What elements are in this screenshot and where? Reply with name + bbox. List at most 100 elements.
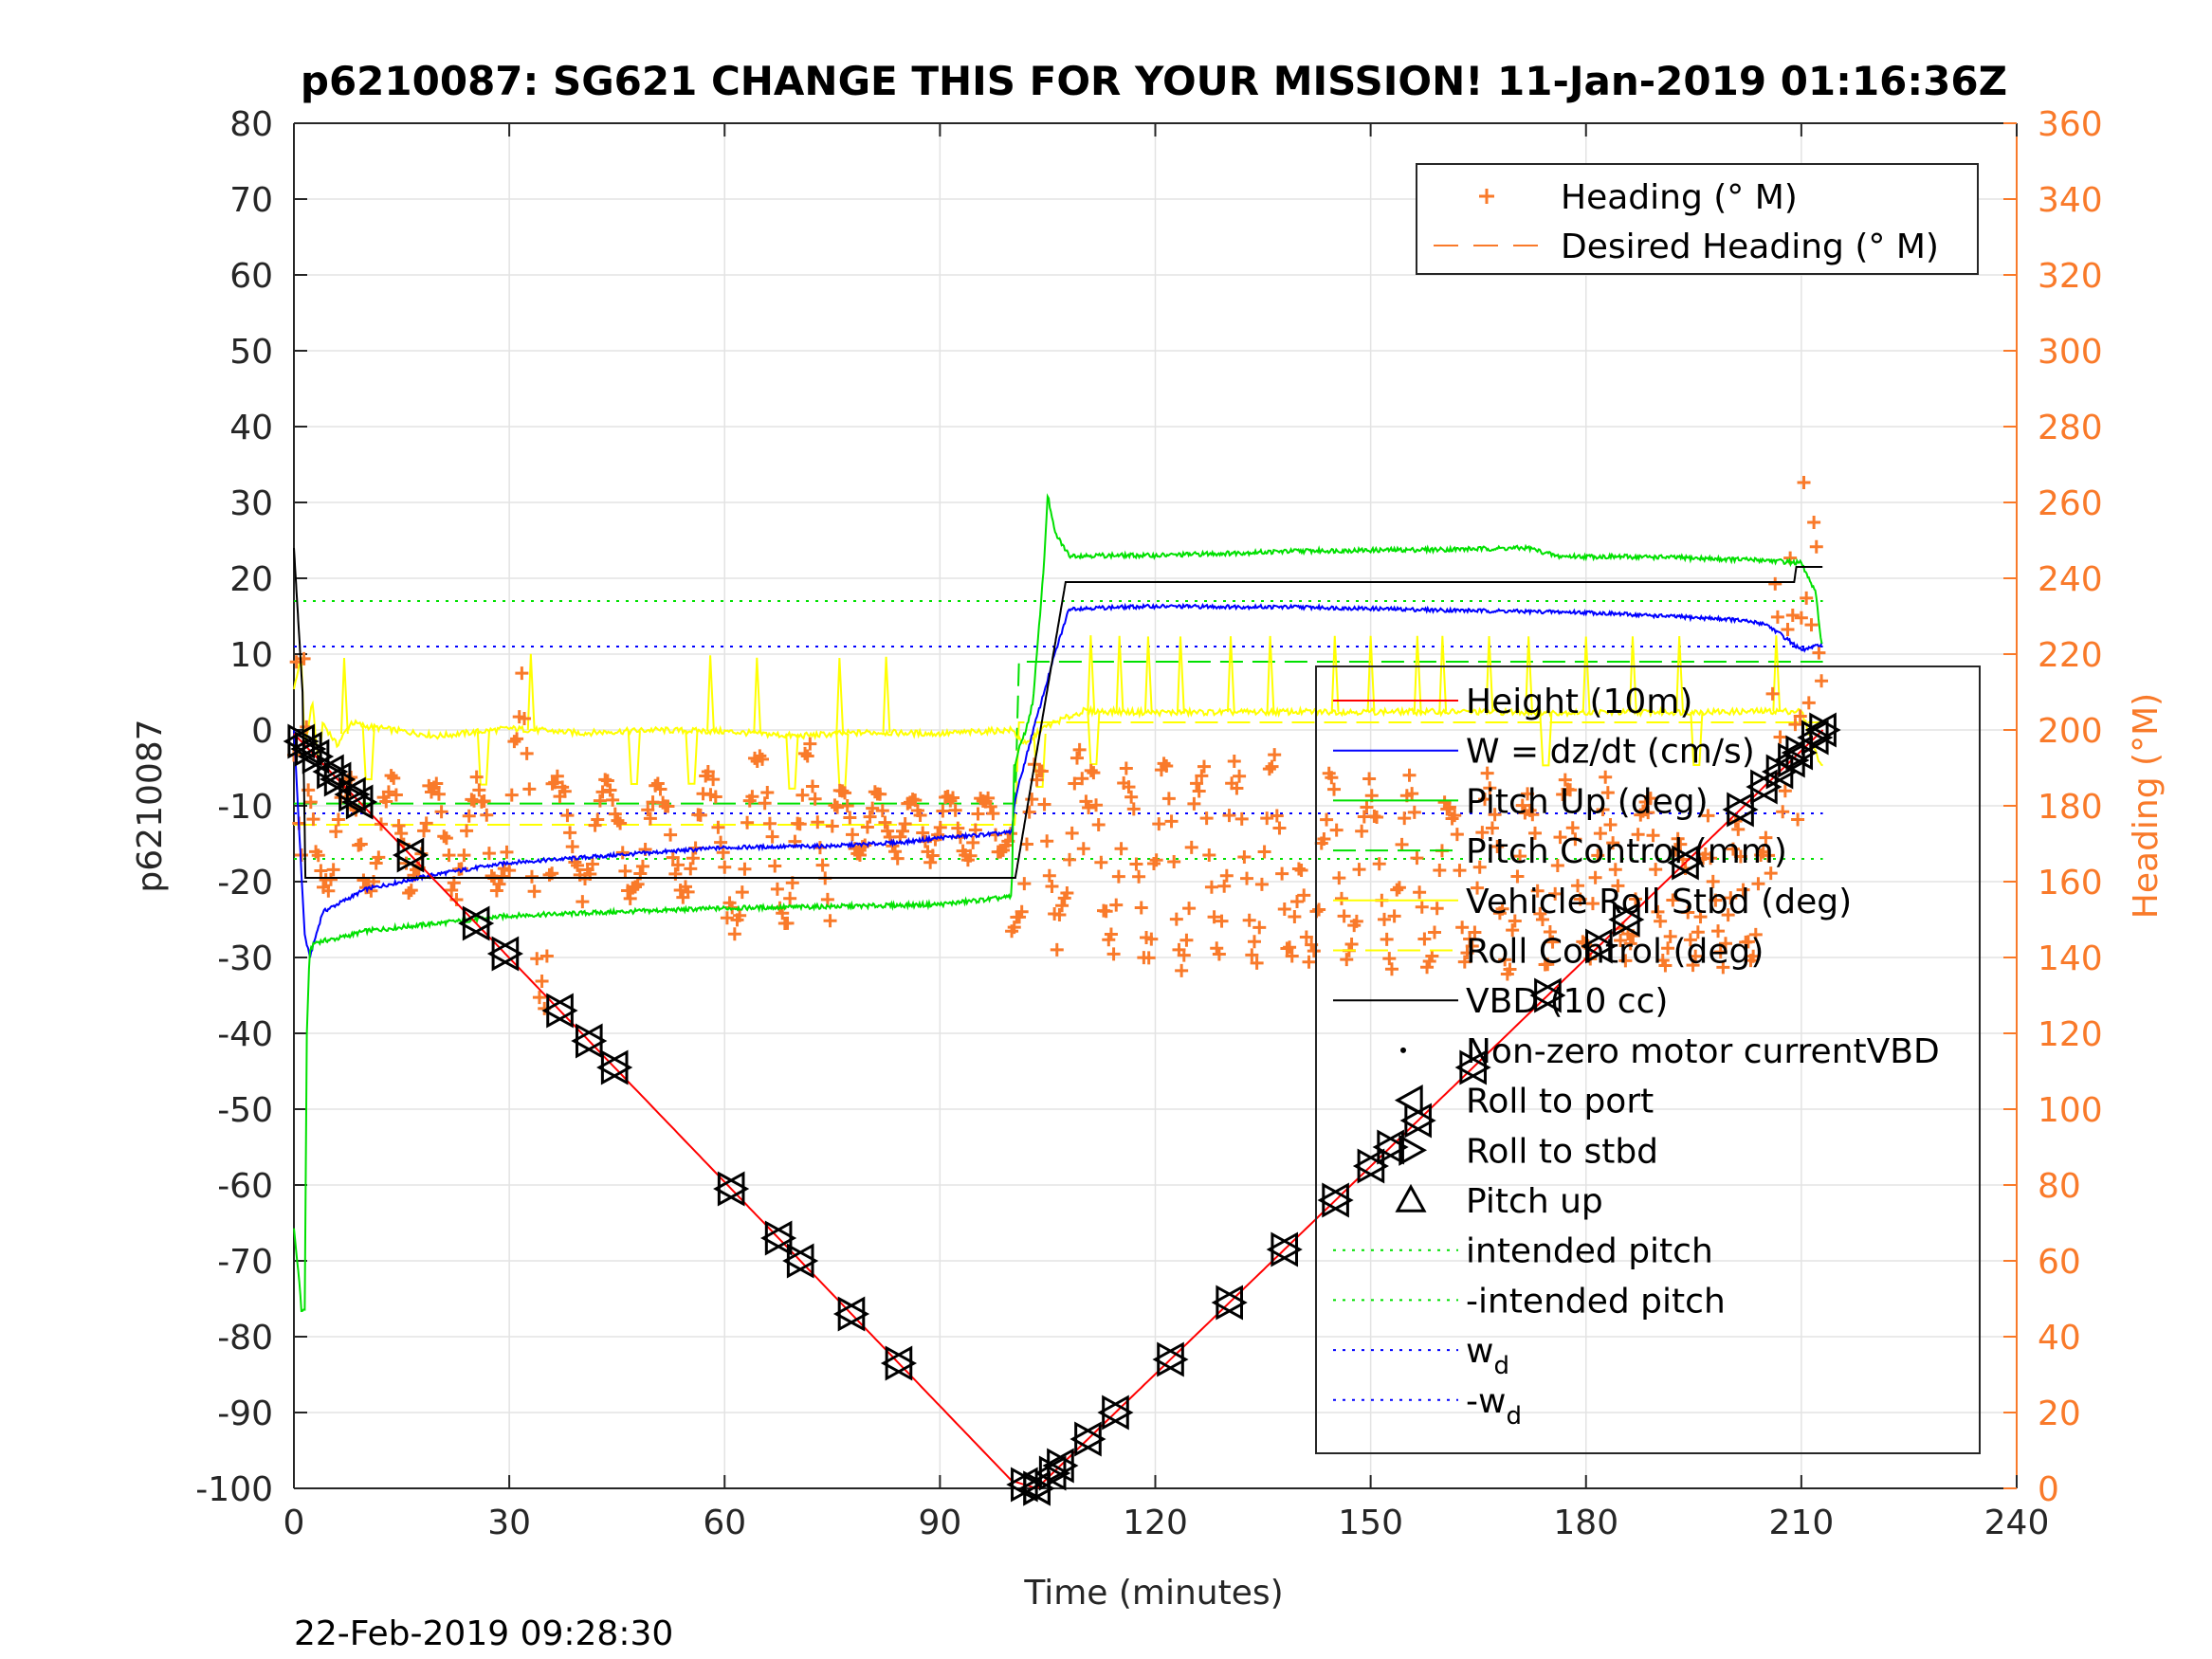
roll-to-port-marker — [1804, 712, 1837, 748]
heading-marker — [1040, 834, 1054, 848]
legend-subscript: d — [1493, 1352, 1509, 1380]
heading-marker — [1034, 764, 1049, 778]
roll-to-port-marker — [1006, 1467, 1038, 1503]
roll-spike — [1525, 636, 1533, 713]
roll-to-port-marker — [283, 723, 315, 759]
heading-marker — [1294, 863, 1308, 877]
roll-to-port-marker — [1529, 977, 1562, 1013]
heading-marker — [1091, 818, 1106, 832]
roll-to-port-marker — [341, 784, 374, 820]
heading-marker — [1254, 877, 1269, 891]
heading-marker — [1558, 773, 1572, 787]
heading-marker — [462, 809, 476, 823]
roll-to-port-marker — [1317, 1182, 1349, 1218]
heading-marker — [1797, 476, 1811, 490]
heading-marker — [664, 828, 678, 842]
roll-to-stbd-marker — [1216, 1285, 1248, 1321]
heading-marker — [1748, 927, 1763, 941]
heading-marker — [666, 850, 680, 865]
roll-spike — [753, 657, 762, 734]
x-tick-label: 90 — [918, 1504, 961, 1542]
heading-marker — [618, 864, 632, 878]
heading-marker — [808, 792, 822, 806]
legend-main-label: Roll to stbd — [1466, 1132, 1658, 1171]
roll-to-port-marker — [1454, 1049, 1487, 1085]
roll-to-port-marker — [1042, 1448, 1074, 1484]
heading-marker — [527, 884, 541, 899]
heading-marker — [1471, 881, 1485, 895]
heading-marker — [1370, 810, 1384, 824]
heading-marker — [520, 746, 534, 760]
heading-marker — [1199, 811, 1214, 826]
roll-to-port-marker — [571, 1023, 603, 1059]
roll-to-stbd-marker — [396, 837, 430, 873]
roll-to-port-marker — [458, 905, 490, 941]
heading-marker — [558, 784, 572, 798]
heading-marker — [1721, 908, 1735, 922]
heading-marker — [671, 858, 686, 872]
heading-marker — [835, 784, 850, 798]
heading-marker — [1515, 798, 1529, 812]
heading-marker — [1152, 817, 1166, 831]
roll-spike — [339, 657, 349, 735]
heading-marker — [661, 799, 675, 813]
heading-marker — [693, 808, 707, 822]
roll-dip — [627, 730, 641, 785]
heading-marker — [943, 793, 958, 808]
heading-marker — [1704, 851, 1718, 866]
heading-marker — [768, 859, 782, 873]
roll-to-stbd-marker — [295, 731, 327, 767]
y2-tick-label: 260 — [2038, 484, 2103, 523]
heading-marker — [1177, 948, 1191, 962]
heading-marker — [1109, 898, 1124, 912]
heading-marker — [1593, 827, 1607, 841]
heading-marker — [593, 793, 607, 808]
heading-marker — [971, 807, 985, 821]
heading-marker — [1591, 848, 1605, 863]
heading-marker — [603, 783, 617, 797]
heading-marker — [1320, 812, 1334, 827]
roll-spike — [1143, 636, 1153, 713]
heading-marker — [1270, 809, 1284, 823]
roll-spike — [1438, 635, 1448, 712]
roll-to-stbd-marker — [1074, 1421, 1106, 1457]
roll-to-port-marker — [880, 1345, 913, 1381]
heading-marker — [503, 864, 517, 878]
heading-marker — [1075, 772, 1089, 786]
heading-marker — [1157, 757, 1171, 771]
heading-marker — [1506, 923, 1520, 938]
heading-marker — [1596, 802, 1610, 816]
heading-marker — [417, 824, 431, 838]
heading-marker — [1182, 902, 1197, 916]
heading-marker — [457, 848, 471, 863]
heading-marker — [1794, 611, 1808, 625]
y-tick-label: -10 — [217, 788, 273, 827]
heading-marker — [1327, 782, 1342, 796]
heading-marker — [1480, 766, 1494, 780]
legend-main-label: Pitch Up (deg) — [1466, 782, 1709, 821]
heading-marker — [815, 858, 830, 872]
legend-heading-swatch — [1479, 189, 1494, 204]
roll-spike — [882, 656, 891, 733]
roll-to-stbd-marker — [1809, 712, 1841, 748]
y-tick-label: 40 — [229, 409, 273, 447]
heading-marker — [1548, 886, 1563, 901]
heading-marker — [1332, 871, 1346, 885]
x-tick-label: 120 — [1123, 1504, 1188, 1542]
x-tick-label: 0 — [283, 1504, 305, 1542]
heading-marker — [1807, 516, 1821, 530]
heading-marker — [966, 835, 980, 849]
heading-marker — [1713, 945, 1728, 959]
roll-to-stbd-marker — [575, 1023, 608, 1059]
heading-marker — [1503, 962, 1517, 976]
legend-main-label: -intended pitch — [1466, 1282, 1726, 1321]
roll-to-port-marker — [1152, 1341, 1184, 1377]
heading-marker — [522, 782, 537, 796]
heading-marker — [1599, 770, 1613, 784]
heading-marker — [437, 830, 451, 844]
heading-marker — [628, 880, 642, 894]
heading-marker — [986, 807, 1000, 821]
heading-marker — [1666, 893, 1680, 907]
roll-to-stbd-marker — [1322, 1182, 1354, 1218]
